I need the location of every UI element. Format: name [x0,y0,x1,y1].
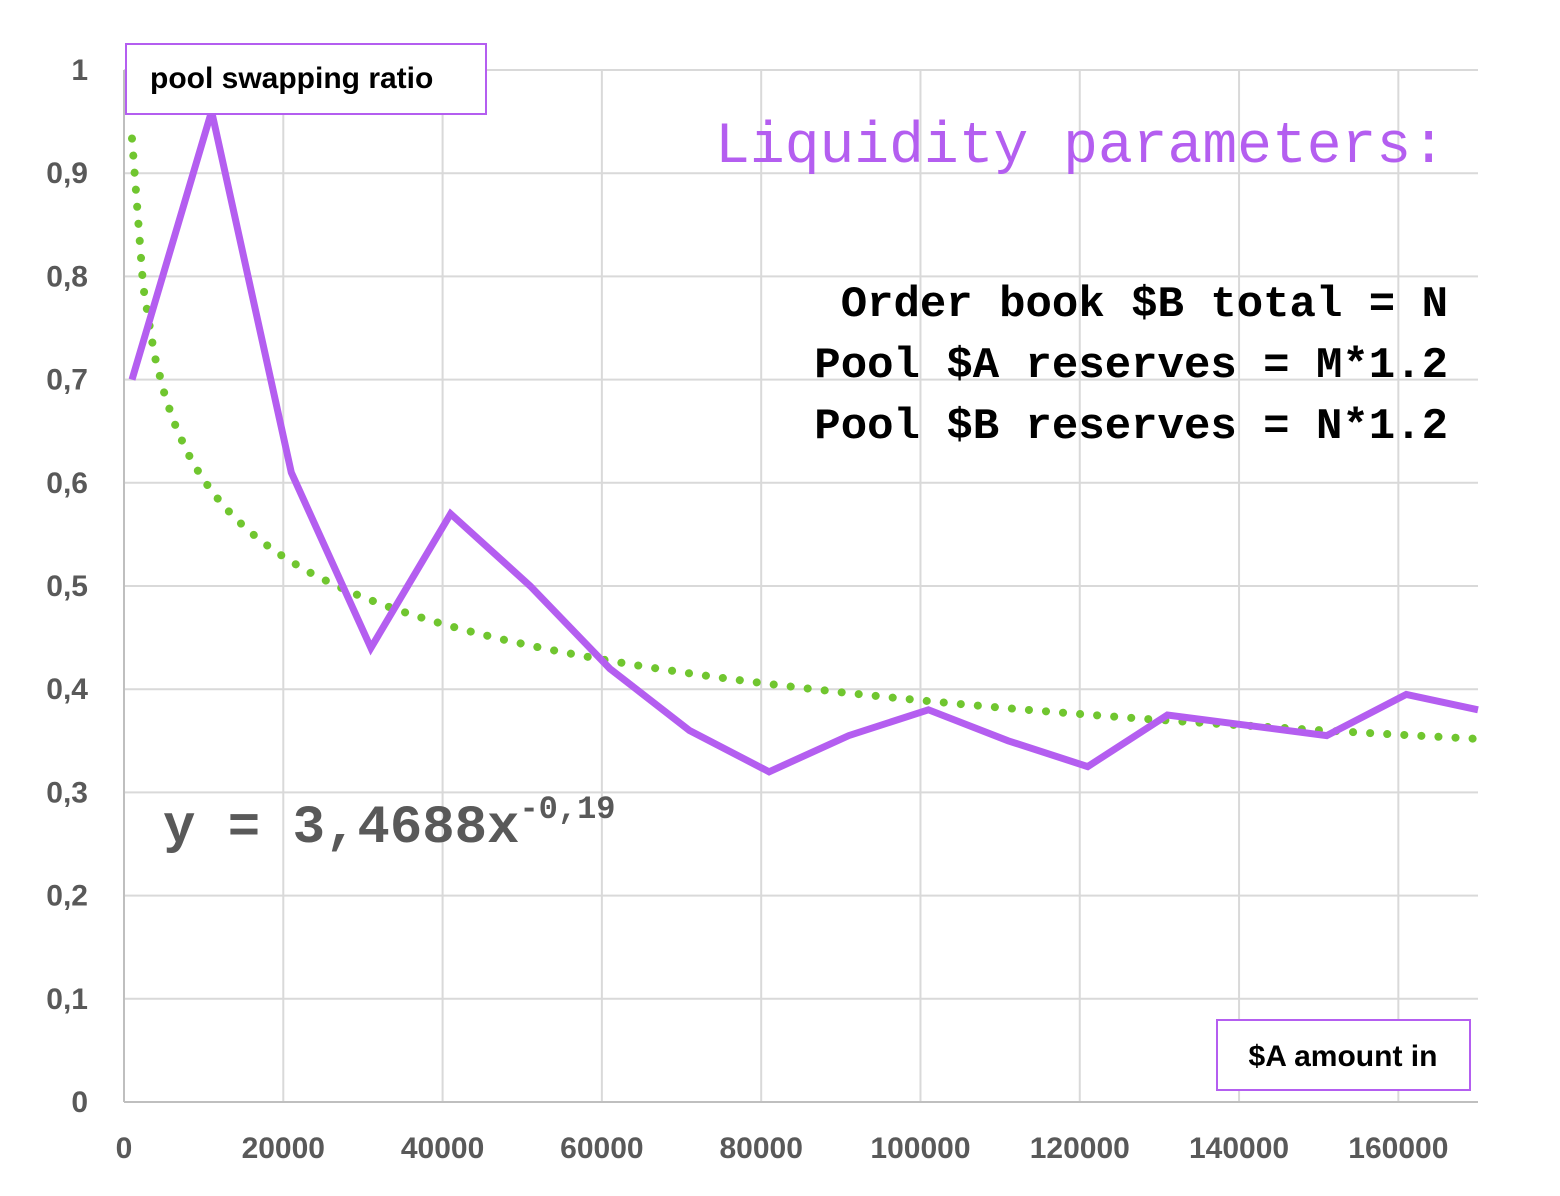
gridlines [124,69,1478,1102]
y-axis-label-box [125,43,487,115]
y-tick-label: 0,6 [46,467,88,500]
y-tick-label: 0,2 [46,880,88,913]
y-axis-label: pool swapping ratio [150,62,433,95]
y-tick-label: 0,1 [46,983,88,1016]
trendline-equation: y = 3,4688x-0,19 [163,791,615,859]
parameter-line-3: Pool $B reserves = N*1.2 [814,402,1448,452]
x-tick-label: 60000 [560,1132,643,1165]
y-tick-label: 0,3 [46,776,88,809]
x-tick-label: 160000 [1348,1132,1448,1165]
series-swapping-ratio-line [128,97,1479,776]
y-tick-label: 0,8 [46,260,88,293]
x-tick-label: 120000 [1030,1132,1130,1165]
parameter-line-1: Order book $B total = N [841,280,1448,330]
x-tick-label: 40000 [401,1132,484,1165]
parameter-line-2: Pool $A reserves = M*1.2 [814,341,1448,391]
axes [123,70,1478,1103]
trendline-equation-base: y = 3,4688x [163,798,519,859]
liquidity-parameters-title: Liquidity parameters: [715,115,1446,180]
x-tick-label: 20000 [242,1132,325,1165]
x-axis-label-box [1216,1019,1471,1091]
y-tick-label: 0,4 [46,673,88,706]
x-tick-label: 100000 [870,1132,970,1165]
trendline-equation-exponent: -0,19 [519,791,615,828]
y-tick-label: 0 [71,1086,88,1119]
series-layer [128,97,1482,776]
y-tick-label: 1 [71,54,88,87]
x-axis-label: $A amount in [1249,1040,1438,1073]
x-tick-labels: 0 20000 40000 60000 80000 100000 120000 140000 1… [116,1132,1449,1165]
x-tick-label: 0 [116,1132,133,1165]
x-tick-label: 140000 [1189,1132,1289,1165]
y-tick-label: 0,5 [46,570,88,603]
y-tick-labels: 0 0,1 0,2 0,3 0,4 0,5 0,6 0,7 0,8 0,9 1 [46,54,88,1119]
y-tick-label: 0,7 [46,364,88,397]
y-tick-label: 0,9 [46,157,88,190]
x-tick-label: 80000 [719,1132,802,1165]
